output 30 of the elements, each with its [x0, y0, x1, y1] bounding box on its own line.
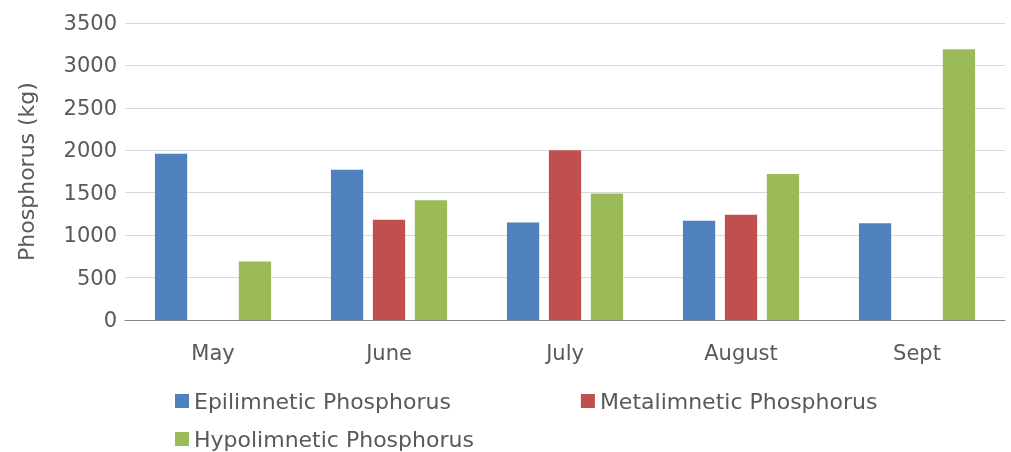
legend-label: Hypolimnetic Phosphorus: [194, 426, 474, 452]
bar: [942, 49, 976, 320]
bar: [372, 219, 406, 320]
x-tick-label: Sept: [893, 340, 941, 365]
x-tick-label: August: [704, 340, 778, 365]
bar: [238, 261, 272, 320]
bar: [724, 214, 758, 320]
bar: [682, 220, 716, 320]
y-tick-label: 0: [103, 308, 117, 332]
bar: [858, 223, 892, 320]
bar: [414, 200, 448, 320]
legend-label: Metalimnetic Phosphorus: [599, 388, 878, 414]
bar: [766, 174, 800, 320]
y-tick-label: 3500: [63, 11, 117, 35]
bar: [506, 222, 540, 320]
y-tick-label: 2000: [63, 138, 117, 163]
y-axis-title: Phosphorus (kg): [13, 82, 39, 261]
y-tick-label: 2500: [63, 95, 117, 120]
bar: [154, 153, 188, 320]
x-tick-label: May: [191, 340, 235, 365]
y-tick-label: 500: [76, 265, 117, 290]
y-tick-label: 1500: [63, 180, 117, 205]
x-tick-label: July: [544, 340, 584, 365]
x-tick-label: June: [364, 340, 412, 365]
legend-label: Epilimnetic Phosphorus: [194, 388, 451, 414]
bar: [330, 169, 364, 320]
y-tick-label: 1000: [63, 223, 117, 248]
y-tick-label: 3000: [63, 53, 117, 78]
bar: [548, 150, 582, 320]
bar: [590, 193, 624, 320]
